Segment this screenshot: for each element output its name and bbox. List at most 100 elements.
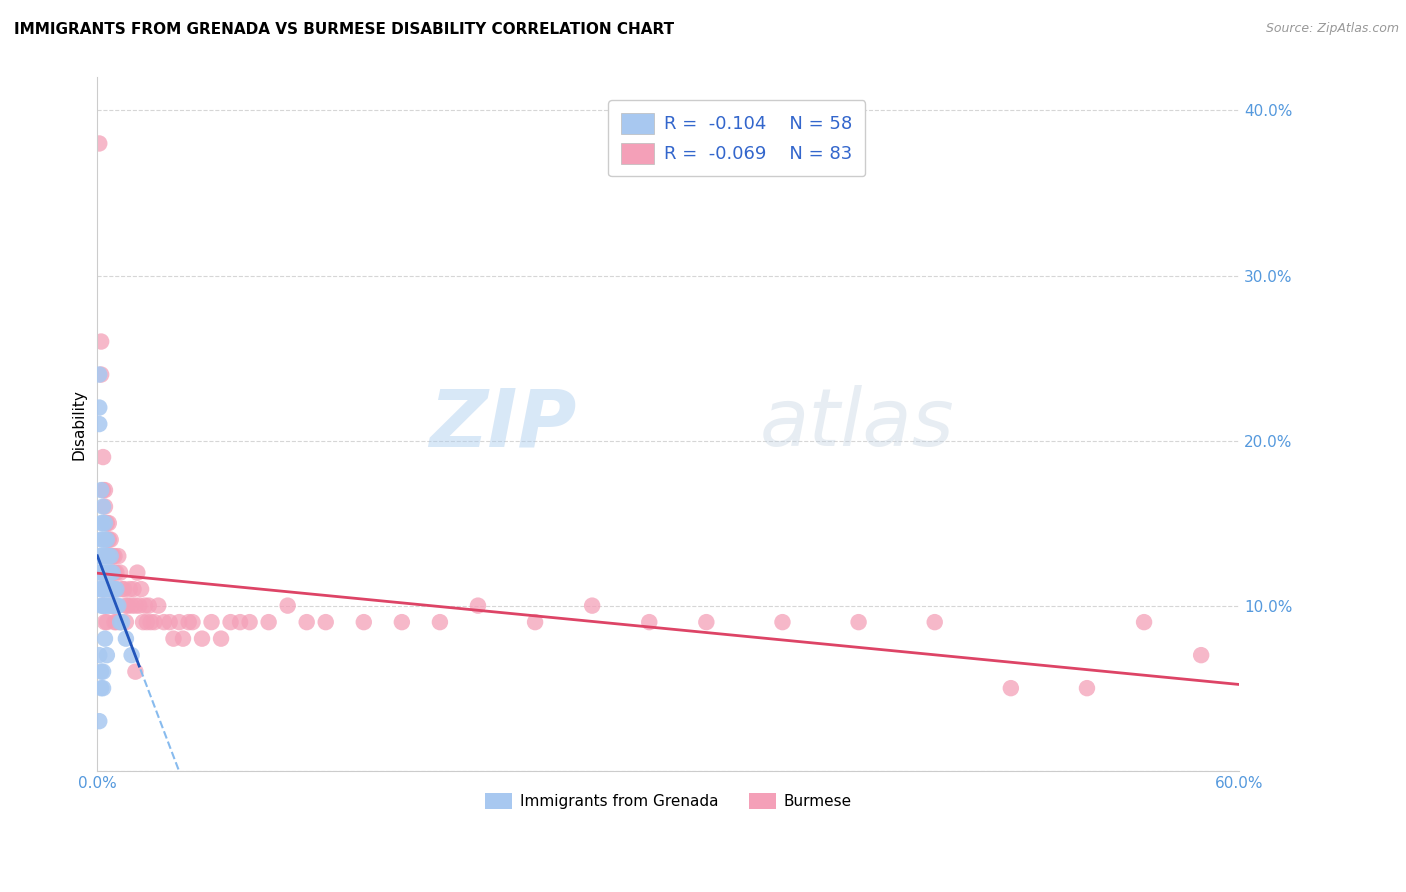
Point <box>94 632 117 646</box>
Point <box>177 615 200 629</box>
Text: Source: ZipAtlas.com: Source: ZipAtlas.com <box>1265 22 1399 36</box>
Point <box>89 417 111 431</box>
Point <box>277 599 299 613</box>
Point <box>229 615 252 629</box>
Point <box>89 368 111 382</box>
Point <box>122 582 145 596</box>
Point <box>89 136 111 151</box>
Point <box>105 566 128 580</box>
Point <box>103 549 125 563</box>
Point <box>91 582 114 596</box>
Point <box>96 615 118 629</box>
Point <box>101 582 124 596</box>
Point <box>1189 648 1212 662</box>
Point <box>108 615 131 629</box>
Point <box>94 566 117 580</box>
Point <box>1000 681 1022 695</box>
Point <box>89 401 111 415</box>
Point <box>162 632 184 646</box>
Point <box>848 615 870 629</box>
Point <box>129 582 152 596</box>
Point <box>257 615 280 629</box>
Point <box>91 483 114 497</box>
Point <box>90 516 112 530</box>
Point <box>94 516 117 530</box>
Point <box>391 615 413 629</box>
Point <box>90 566 112 580</box>
Point <box>96 599 118 613</box>
Point <box>121 648 143 662</box>
Point <box>115 632 138 646</box>
Point <box>105 615 128 629</box>
Point <box>100 533 122 547</box>
Point <box>96 533 118 547</box>
Point <box>115 599 138 613</box>
Point <box>94 533 117 547</box>
Point <box>167 615 190 629</box>
Point <box>115 615 138 629</box>
Point <box>239 615 262 629</box>
Point <box>111 582 134 596</box>
Point <box>97 582 120 596</box>
Point <box>101 566 124 580</box>
Point <box>91 450 114 464</box>
Point <box>94 483 117 497</box>
Point <box>96 582 118 596</box>
Text: IMMIGRANTS FROM GRENADA VS BURMESE DISABILITY CORRELATION CHART: IMMIGRANTS FROM GRENADA VS BURMESE DISAB… <box>14 22 675 37</box>
Point <box>105 582 128 596</box>
Point <box>90 549 112 563</box>
Point <box>91 681 114 695</box>
Point <box>191 632 214 646</box>
Point <box>132 615 155 629</box>
Point <box>97 549 120 563</box>
Point <box>89 582 111 596</box>
Point <box>353 615 375 629</box>
Point <box>94 549 117 563</box>
Point <box>91 533 114 547</box>
Point <box>638 615 661 629</box>
Point <box>143 615 166 629</box>
Point <box>121 599 143 613</box>
Point <box>295 615 318 629</box>
Point <box>96 533 118 547</box>
Point <box>97 599 120 613</box>
Point <box>90 681 112 695</box>
Point <box>90 665 112 679</box>
Point <box>94 599 117 613</box>
Point <box>209 632 232 646</box>
Point <box>103 599 125 613</box>
Point <box>1076 681 1098 695</box>
Point <box>695 615 717 629</box>
Point <box>96 566 118 580</box>
Point <box>111 615 134 629</box>
Point <box>90 368 112 382</box>
Point <box>96 648 118 662</box>
Point <box>97 516 120 530</box>
Point <box>89 549 111 563</box>
Point <box>90 582 112 596</box>
Point <box>94 582 117 596</box>
Point <box>524 615 547 629</box>
Point <box>89 566 111 580</box>
Point <box>91 665 114 679</box>
Text: atlas: atlas <box>759 385 955 463</box>
Point <box>1133 615 1156 629</box>
Point <box>112 582 135 596</box>
Point <box>105 599 128 613</box>
Point <box>103 615 125 629</box>
Point <box>90 483 112 497</box>
Point <box>91 516 114 530</box>
Point <box>96 549 118 563</box>
Point <box>90 533 112 547</box>
Point <box>107 599 129 613</box>
Point <box>172 632 194 646</box>
Point <box>96 516 118 530</box>
Point <box>117 599 139 613</box>
Point <box>924 615 946 629</box>
Point <box>97 566 120 580</box>
Point <box>100 549 122 563</box>
Point <box>772 615 794 629</box>
Point <box>134 599 156 613</box>
Point <box>89 648 111 662</box>
Legend: Immigrants from Grenada, Burmese: Immigrants from Grenada, Burmese <box>478 787 858 815</box>
